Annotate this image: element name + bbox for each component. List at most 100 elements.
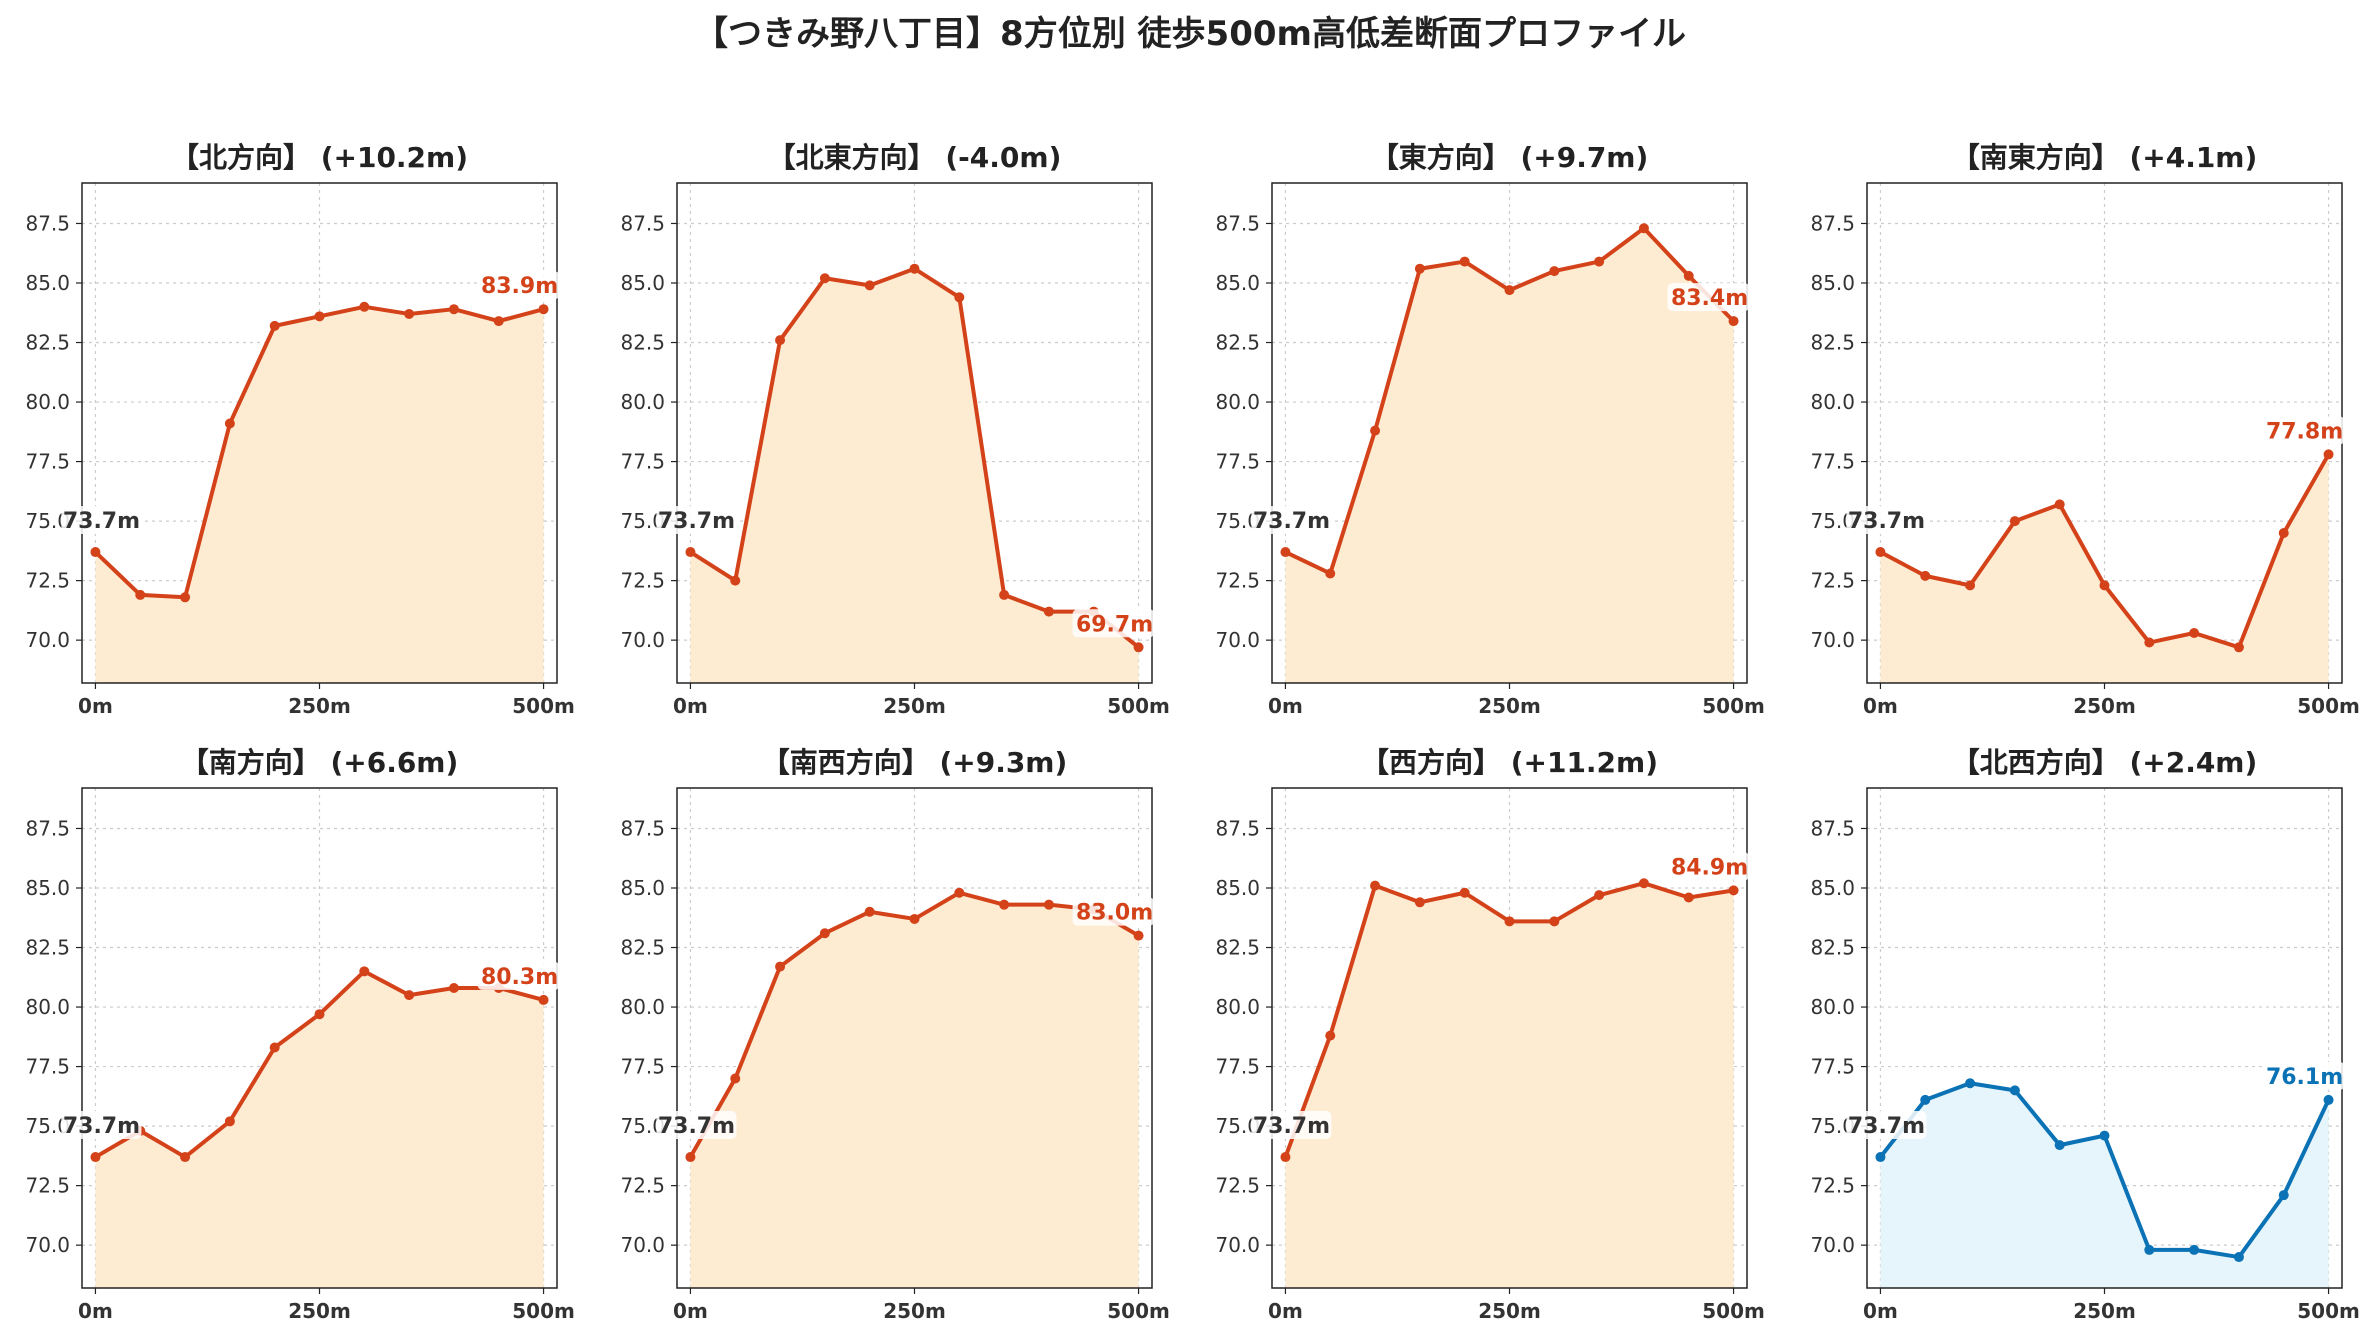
data-point [269, 1042, 280, 1053]
x-tick-label: 500m [1107, 694, 1170, 718]
start-value-label: 73.7m [1848, 1114, 1925, 1139]
y-tick-label: 85.0 [1215, 876, 1260, 900]
y-tick-label: 87.5 [25, 816, 70, 840]
start-value-label: 73.7m [1253, 1114, 1330, 1139]
data-point [1965, 580, 1976, 591]
data-point [999, 589, 1010, 600]
panel-title: 【北方向】 (+10.2m) [171, 141, 468, 174]
data-point [1133, 642, 1144, 653]
y-tick-label: 70.0 [25, 1233, 70, 1257]
y-tick-label: 80.0 [1810, 390, 1855, 414]
data-point [404, 990, 415, 1001]
elevation-area [1880, 454, 2329, 683]
y-tick-label: 72.5 [620, 1174, 665, 1198]
x-tick-label: 500m [2297, 1299, 2360, 1323]
y-tick-label: 77.5 [1810, 450, 1855, 474]
data-point [1728, 316, 1739, 327]
data-point [2054, 1140, 2065, 1151]
y-tick-label: 82.5 [1810, 331, 1855, 355]
data-point [538, 994, 549, 1005]
end-value-label: 83.4m [1671, 286, 1748, 311]
data-point [2233, 642, 2244, 653]
data-point [685, 1152, 696, 1163]
panel-title: 【北東方向】 (-4.0m) [768, 141, 1062, 174]
data-point [819, 928, 830, 939]
y-tick-label: 80.0 [1215, 390, 1260, 414]
data-point [1728, 885, 1739, 896]
elevation-area [95, 306, 544, 683]
y-tick-label: 80.0 [1215, 995, 1260, 1019]
data-point [2009, 1085, 2020, 1096]
y-tick-label: 87.5 [1215, 816, 1260, 840]
start-label-bg [656, 1111, 737, 1140]
y-tick-label: 82.5 [620, 331, 665, 355]
y-tick-label: 70.0 [1215, 1233, 1260, 1257]
data-point [224, 1116, 235, 1127]
y-tick-label: 72.5 [620, 569, 665, 593]
x-tick-label: 0m [673, 1299, 708, 1323]
data-point [1594, 890, 1605, 901]
y-tick-label: 85.0 [1810, 876, 1855, 900]
data-point [1920, 1094, 1931, 1105]
y-tick-label: 82.5 [620, 936, 665, 960]
chart-panel-3: 70.072.575.077.580.082.585.087.50m 250m 50… [1215, 141, 1764, 718]
y-tick-label: 80.0 [620, 995, 665, 1019]
data-point [954, 292, 965, 303]
y-tick-label: 77.5 [620, 450, 665, 474]
y-tick-label: 82.5 [1215, 331, 1260, 355]
y-tick-label: 70.0 [1810, 628, 1855, 652]
data-point [448, 983, 459, 993]
start-label-bg [656, 506, 737, 535]
start-value-label: 73.7m [658, 509, 735, 534]
data-point [1549, 916, 1560, 927]
data-point [2054, 499, 2065, 510]
data-point [1594, 256, 1605, 267]
end-value-label: 83.9m [481, 274, 558, 299]
data-point [909, 263, 920, 274]
data-point [1875, 1152, 1886, 1163]
data-point [2323, 449, 2334, 460]
end-label-bg [477, 271, 560, 300]
x-tick-label: 250m [1478, 694, 1541, 718]
y-tick-label: 70.0 [620, 628, 665, 652]
data-point [685, 547, 696, 558]
data-point [2189, 628, 2200, 638]
end-label-bg [1667, 852, 1750, 881]
x-tick-label: 500m [512, 1299, 575, 1323]
data-point [135, 589, 146, 600]
x-tick-label: 0m [1863, 1299, 1898, 1323]
data-point [2144, 1244, 2155, 1255]
data-point [404, 308, 415, 319]
chart-panel-5: 70.072.575.077.580.082.585.087.50m 250m 50… [25, 746, 574, 1323]
data-point [90, 1152, 101, 1163]
x-tick-label: 250m [288, 1299, 351, 1323]
data-point [1459, 256, 1470, 267]
y-tick-label: 85.0 [1810, 271, 1855, 295]
y-tick-label: 85.0 [25, 876, 70, 900]
data-point [999, 899, 1010, 910]
data-point [954, 887, 965, 898]
data-point [314, 311, 325, 322]
chart-panel-1: 70.072.575.077.580.082.585.087.50m 250m 50… [25, 141, 574, 718]
data-point [180, 1152, 191, 1163]
end-label-bg [2262, 416, 2345, 445]
y-tick-label: 80.0 [1810, 995, 1855, 1019]
end-label-bg [1072, 897, 1155, 926]
data-point [1414, 897, 1425, 908]
data-point [909, 913, 920, 924]
data-point [2278, 528, 2289, 538]
y-tick-label: 70.0 [25, 628, 70, 652]
x-tick-label: 500m [1702, 694, 1765, 718]
y-tick-label: 72.5 [1810, 1174, 1855, 1198]
data-point [1280, 547, 1291, 558]
end-value-label: 76.1m [2266, 1065, 2343, 1090]
y-tick-label: 77.5 [1215, 1055, 1260, 1079]
x-tick-label: 250m [2073, 1299, 2136, 1323]
x-tick-label: 0m [78, 1299, 113, 1323]
data-point [1459, 887, 1470, 898]
end-label-bg [477, 961, 560, 990]
x-tick-label: 500m [1107, 1299, 1170, 1323]
data-point [864, 906, 875, 917]
data-point [1638, 878, 1649, 889]
